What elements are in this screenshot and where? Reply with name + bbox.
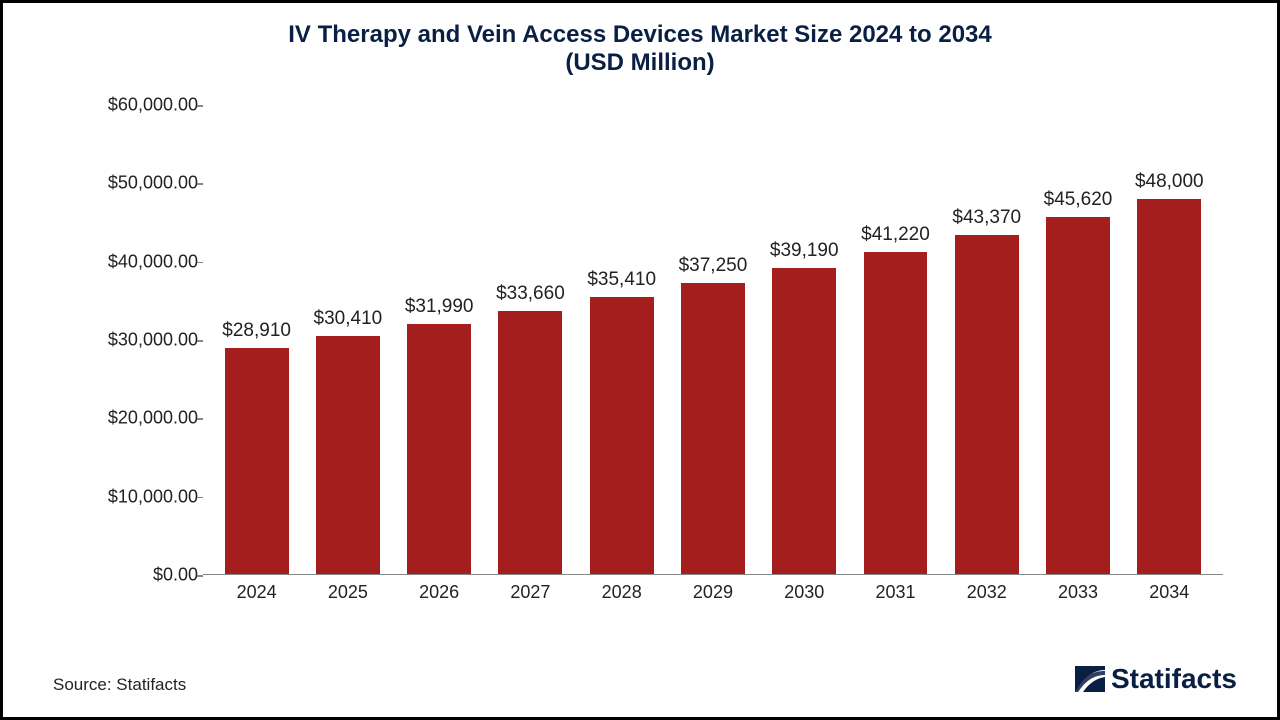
y-tick-label: $20,000.00 [53, 408, 198, 429]
x-tick-label: 2030 [784, 582, 824, 603]
y-tick-label: $10,000.00 [53, 486, 198, 507]
source-text: Source: Statifacts [53, 675, 186, 695]
bar-value-label: $31,990 [405, 296, 474, 318]
chart-title-line1: IV Therapy and Vein Access Devices Marke… [33, 21, 1247, 49]
bar-slot: $43,3702032 [941, 105, 1032, 574]
chart-area: $0.00 $10,000.00 $20,000.00 $30,000.00 $40,0… [53, 85, 1233, 615]
bar [1137, 199, 1201, 574]
bar [681, 283, 745, 574]
bar-value-label: $39,190 [770, 240, 839, 262]
plot-region: $28,9102024$30,4102025$31,9902026$33,660… [203, 105, 1223, 575]
bar-value-label: $45,620 [1044, 189, 1113, 211]
bar-value-label: $43,370 [952, 207, 1021, 229]
bar-slot: $35,4102028 [576, 105, 667, 574]
x-tick-label: 2029 [693, 582, 733, 603]
bar-value-label: $37,250 [679, 255, 748, 277]
bar [772, 268, 836, 574]
chart-title-line2: (USD Million) [33, 49, 1247, 77]
y-tick-label: $40,000.00 [53, 251, 198, 272]
brand-icon [1075, 666, 1105, 692]
bar-value-label: $48,000 [1135, 171, 1204, 193]
footer-row: Source: Statifacts Statifacts [53, 663, 1237, 695]
x-tick-label: 2031 [875, 582, 915, 603]
bar-slot: $45,6202033 [1032, 105, 1123, 574]
x-tick-label: 2034 [1149, 582, 1189, 603]
x-tick-label: 2024 [237, 582, 277, 603]
brand: Statifacts [1075, 663, 1237, 695]
bar-value-label: $33,660 [496, 283, 565, 305]
y-tick-label: $60,000.00 [53, 95, 198, 116]
bar-slot: $28,9102024 [211, 105, 302, 574]
y-tick-label: $50,000.00 [53, 173, 198, 194]
chart-container: IV Therapy and Vein Access Devices Marke… [0, 0, 1280, 720]
bar-value-label: $41,220 [861, 224, 930, 246]
bar-slot: $31,9902026 [394, 105, 485, 574]
bar-slot: $30,4102025 [302, 105, 393, 574]
bar [316, 336, 380, 574]
x-tick-label: 2025 [328, 582, 368, 603]
y-tick-mark [197, 575, 203, 577]
x-tick-label: 2032 [967, 582, 1007, 603]
bar-value-label: $28,910 [222, 320, 291, 342]
brand-name: Statifacts [1111, 663, 1237, 695]
bar-slot: $41,2202031 [850, 105, 941, 574]
bar [590, 297, 654, 574]
y-tick-label: $30,000.00 [53, 330, 198, 351]
bar [1046, 217, 1110, 574]
bar-slot: $39,1902030 [759, 105, 850, 574]
bar-slot: $48,0002034 [1124, 105, 1215, 574]
x-tick-label: 2026 [419, 582, 459, 603]
bar-row: $28,9102024$30,4102025$31,9902026$33,660… [203, 105, 1223, 574]
x-tick-label: 2033 [1058, 582, 1098, 603]
bar [864, 252, 928, 574]
bar [955, 235, 1019, 574]
bar [407, 324, 471, 574]
x-tick-label: 2028 [602, 582, 642, 603]
bar-value-label: $30,410 [314, 308, 383, 330]
bar [225, 348, 289, 574]
bar-slot: $37,2502029 [667, 105, 758, 574]
bar-value-label: $35,410 [587, 269, 656, 291]
bar [498, 311, 562, 574]
y-tick-label: $0.00 [53, 565, 198, 586]
bar-slot: $33,6602027 [485, 105, 576, 574]
chart-title-block: IV Therapy and Vein Access Devices Marke… [33, 21, 1247, 77]
x-tick-label: 2027 [510, 582, 550, 603]
